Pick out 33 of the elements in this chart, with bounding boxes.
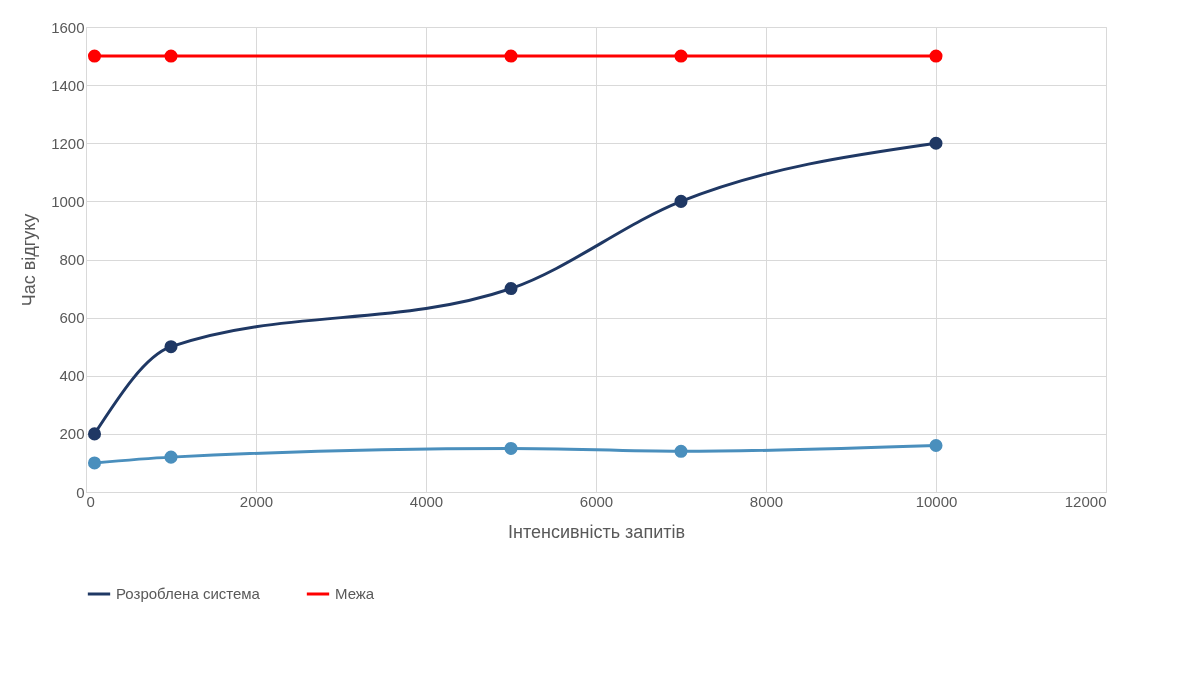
y-tick-label: 1200 [51,134,85,152]
point [87,49,102,63]
x-tick-label: 12000 [1064,492,1107,510]
x-tick-label: 2000 [239,492,274,510]
legend-label: Межа [335,585,375,602]
x-axis-title: Інтенсивність запитів [508,521,685,542]
y-tick-label: 200 [59,425,85,443]
y-tick-label: 800 [59,251,85,268]
point [929,49,943,63]
y-axis-title: Час відгуку [19,213,40,307]
point [504,282,518,296]
point [929,136,943,150]
point [674,444,688,458]
point [87,427,102,441]
y-tick-label: 1600 [51,18,85,36]
y-tick-label: 600 [59,309,85,327]
point [164,49,178,63]
x-tick-label: 8000 [749,492,784,510]
y-tick-label: 400 [59,367,85,385]
point [504,441,518,455]
y-tick-label: 1400 [51,76,85,94]
x-tick-label: 10000 [915,492,958,510]
x-tick-label: 4000 [409,492,444,510]
point [87,456,102,470]
y-tick-label: 1000 [51,192,85,210]
x-tick-label: 6000 [579,492,614,510]
point [504,49,518,63]
point [164,340,178,354]
point [674,49,688,63]
legend-label: Розроблена система [116,585,261,602]
point [164,450,178,464]
point [674,194,688,208]
point [929,438,943,453]
